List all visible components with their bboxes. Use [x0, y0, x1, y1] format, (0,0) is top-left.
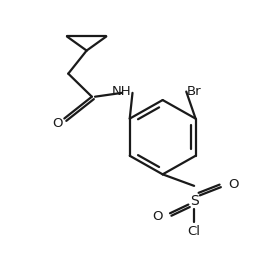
Text: Br: Br [186, 85, 201, 98]
Text: S: S [190, 194, 198, 208]
Text: O: O [52, 117, 63, 130]
Text: O: O [152, 210, 163, 223]
Text: O: O [228, 178, 239, 191]
Text: NH: NH [112, 85, 132, 98]
Text: Cl: Cl [188, 226, 201, 239]
